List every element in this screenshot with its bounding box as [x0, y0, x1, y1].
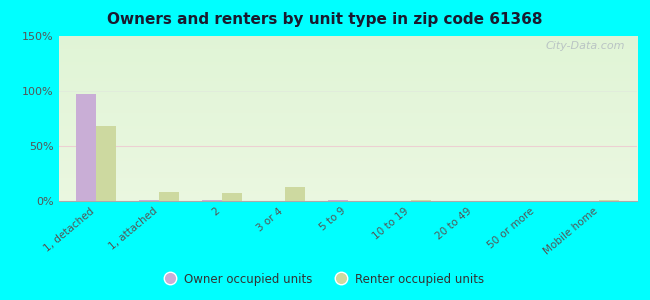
- Text: City-Data.com: City-Data.com: [546, 41, 625, 51]
- Bar: [411, 200, 431, 201]
- Bar: [285, 187, 305, 201]
- Bar: [202, 200, 222, 201]
- Bar: [96, 126, 116, 201]
- Bar: [222, 193, 242, 201]
- Bar: [159, 192, 179, 201]
- Text: Owners and renters by unit type in zip code 61368: Owners and renters by unit type in zip c…: [107, 12, 543, 27]
- Legend: Owner occupied units, Renter occupied units: Owner occupied units, Renter occupied un…: [161, 268, 489, 291]
- Bar: [328, 200, 348, 201]
- Bar: [139, 200, 159, 201]
- Bar: [599, 200, 619, 201]
- Bar: [76, 94, 96, 201]
